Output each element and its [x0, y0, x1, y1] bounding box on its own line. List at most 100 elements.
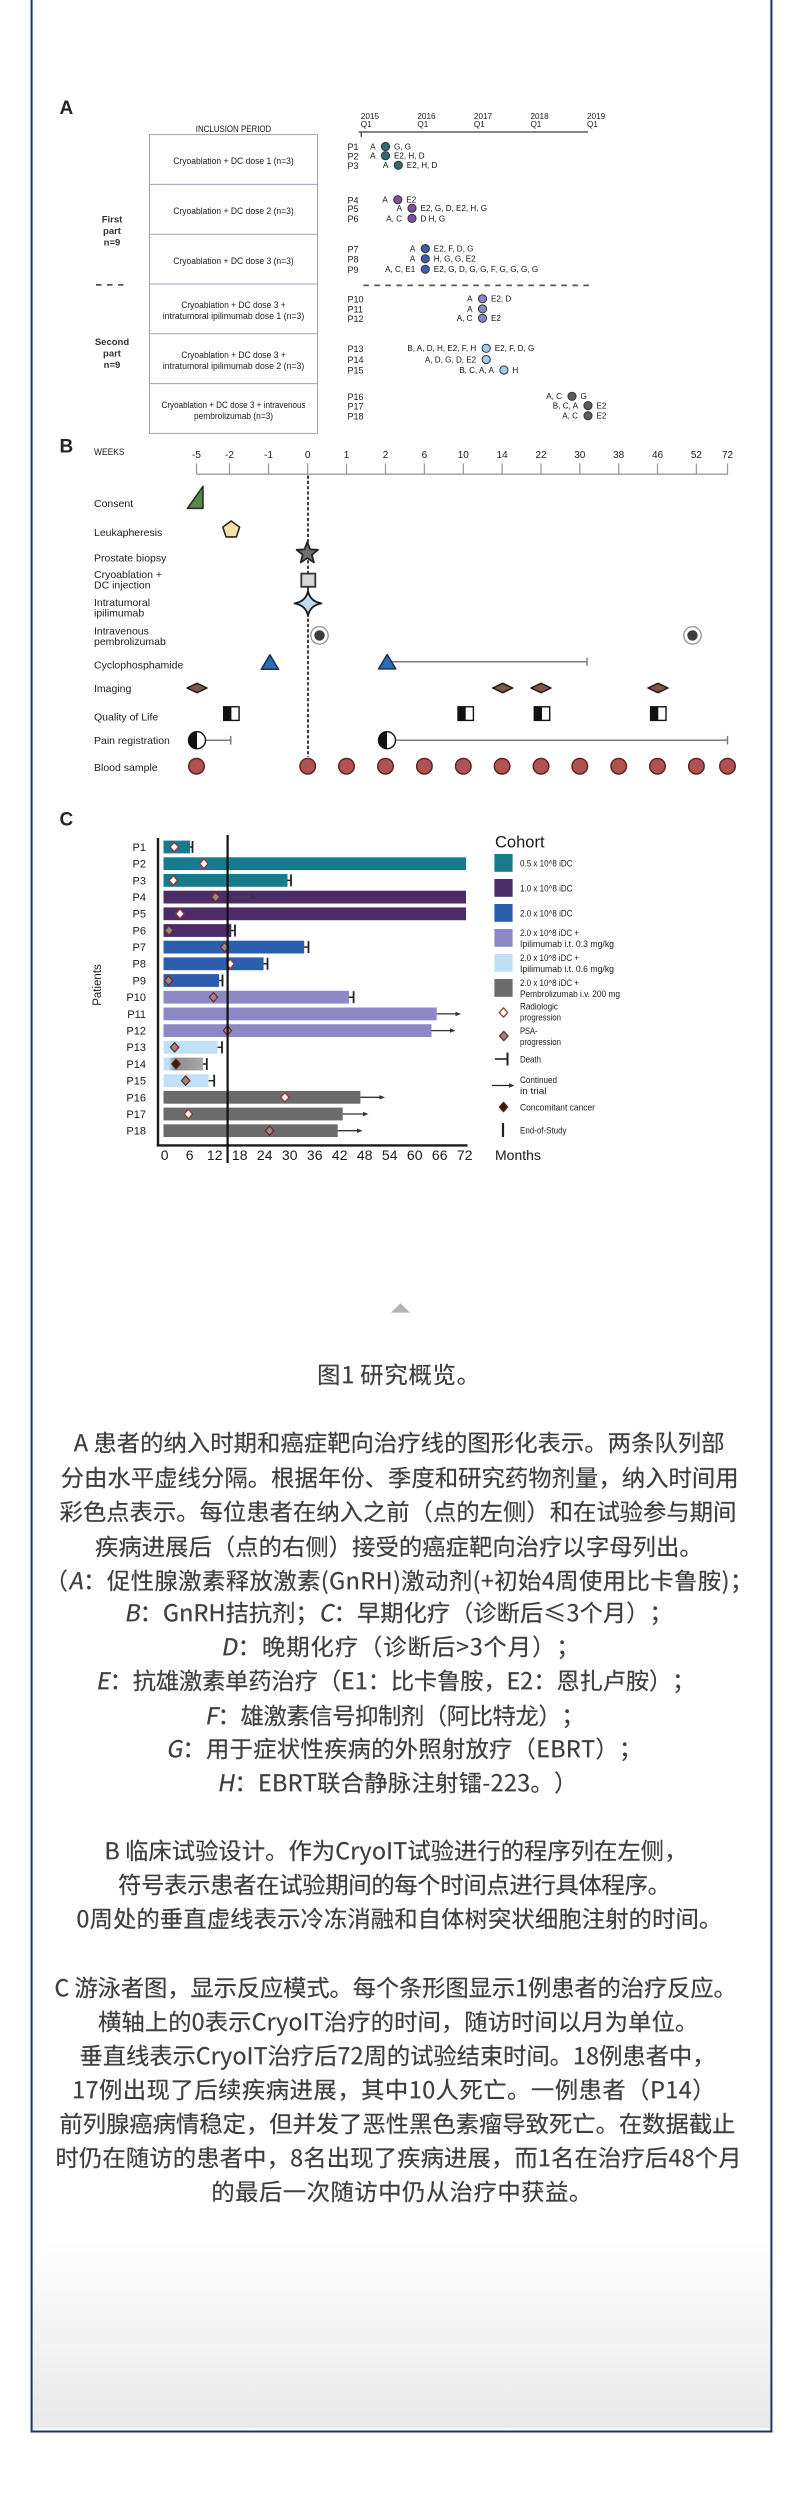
svg-text:46: 46: [652, 450, 664, 461]
svg-text:Pembrolizumab i.v. 200 mg: Pembrolizumab i.v. 200 mg: [520, 989, 620, 999]
svg-text:P6: P6: [133, 925, 146, 937]
svg-text:Q1: Q1: [474, 120, 485, 129]
svg-text:P13: P13: [348, 344, 364, 354]
svg-text:P9: P9: [348, 265, 359, 275]
svg-text:P7: P7: [133, 942, 146, 954]
svg-text:intratumoral ipilimumab dose 1: intratumoral ipilimumab dose 1 (n=3): [163, 311, 305, 321]
svg-text:E2, G, D, G, G, F, G, G, G, G: E2, G, D, G, G, F, G, G, G, G: [434, 265, 538, 274]
svg-text:H: H: [512, 366, 518, 375]
svg-text:n=9: n=9: [104, 237, 121, 248]
svg-text:P15: P15: [126, 1076, 146, 1088]
svg-text:A: A: [410, 255, 416, 264]
svg-text:0.5 x 10^8 iDC: 0.5 x 10^8 iDC: [520, 858, 573, 868]
svg-text:P12: P12: [348, 314, 364, 324]
svg-text:48: 48: [357, 1147, 373, 1163]
svg-text:2015: 2015: [361, 112, 380, 121]
svg-text:Cyclophosphamide: Cyclophosphamide: [94, 660, 183, 672]
svg-text:progression: progression: [520, 1037, 561, 1047]
svg-text:18: 18: [232, 1147, 248, 1163]
svg-text:Q1: Q1: [417, 120, 428, 129]
svg-text:A: A: [467, 305, 473, 314]
svg-text:INCLUSION PERIOD: INCLUSION PERIOD: [196, 124, 272, 134]
svg-text:H, G, G, E2: H, G, G, E2: [434, 255, 476, 264]
svg-text:P18: P18: [348, 411, 364, 421]
svg-text:Pain registration: Pain registration: [94, 735, 170, 747]
svg-text:52: 52: [691, 450, 703, 461]
svg-text:B: B: [60, 437, 74, 458]
svg-text:-1: -1: [264, 450, 273, 461]
svg-text:P4: P4: [133, 892, 146, 904]
svg-text:P18: P18: [126, 1126, 146, 1138]
svg-text:E2: E2: [406, 196, 416, 205]
svg-text:Intravenous: Intravenous: [94, 625, 149, 637]
svg-text:P1: P1: [348, 142, 359, 152]
svg-text:0: 0: [161, 1147, 169, 1163]
svg-text:E2, F, D, G: E2, F, D, G: [495, 344, 535, 353]
svg-text:B, C, A, A: B, C, A, A: [459, 366, 494, 375]
svg-text:P15: P15: [348, 366, 364, 376]
svg-text:Intratumoral: Intratumoral: [94, 597, 150, 609]
svg-text:P17: P17: [126, 1109, 146, 1121]
svg-text:Patients: Patients: [92, 964, 104, 1006]
svg-text:P6: P6: [348, 214, 359, 224]
svg-text:P1: P1: [133, 842, 146, 854]
svg-text:Cryoablation + DC dose 3 (n=3): Cryoablation + DC dose 3 (n=3): [173, 256, 294, 266]
svg-text:P8: P8: [133, 959, 146, 971]
svg-text:WEEKS: WEEKS: [94, 447, 125, 457]
svg-text:G, G: G, G: [394, 142, 411, 151]
svg-text:B, A, D, H, E2, F, H: B, A, D, H, E2, F, H: [407, 344, 476, 353]
svg-text:36: 36: [307, 1147, 323, 1163]
svg-text:6: 6: [186, 1147, 194, 1163]
svg-text:P14: P14: [348, 355, 364, 365]
svg-text:P12: P12: [126, 1025, 146, 1037]
svg-text:10: 10: [458, 450, 470, 461]
svg-text:C: C: [60, 810, 74, 831]
svg-text:E2, D: E2, D: [491, 295, 511, 304]
svg-text:42: 42: [332, 1147, 348, 1163]
svg-text:30: 30: [574, 450, 586, 461]
svg-text:pembrolizumab: pembrolizumab: [94, 636, 166, 648]
svg-text:P5: P5: [133, 909, 146, 921]
svg-text:A, C: A, C: [546, 392, 562, 401]
svg-text:progression: progression: [520, 1012, 561, 1022]
svg-text:DC injection: DC injection: [94, 579, 151, 591]
svg-text:End-of-Study: End-of-Study: [520, 1126, 567, 1136]
svg-text:66: 66: [432, 1147, 448, 1163]
svg-text:P5: P5: [348, 204, 359, 214]
svg-text:P13: P13: [126, 1042, 146, 1054]
svg-text:Consent: Consent: [94, 498, 133, 510]
svg-text:A, C: A, C: [386, 214, 402, 223]
svg-text:Cryoablation + DC dose 3 +: Cryoablation + DC dose 3 +: [181, 350, 286, 360]
svg-text:1.0 x 10^8 iDC: 1.0 x 10^8 iDC: [520, 883, 573, 893]
svg-text:2.0 x 10^8 iDC +: 2.0 x 10^8 iDC +: [520, 953, 579, 963]
svg-text:A: A: [60, 98, 74, 119]
svg-text:60: 60: [407, 1147, 423, 1163]
svg-text:2.0 x 10^8 iDC +: 2.0 x 10^8 iDC +: [520, 928, 579, 938]
svg-text:in trial: in trial: [520, 1086, 547, 1096]
svg-text:P4: P4: [348, 195, 359, 205]
svg-text:Second: Second: [95, 337, 130, 348]
svg-text:P9: P9: [133, 975, 146, 987]
svg-text:A: A: [410, 245, 416, 254]
svg-text:P7: P7: [348, 244, 359, 254]
svg-text:Concomitant cancer: Concomitant cancer: [520, 1103, 595, 1113]
svg-text:E2, H, D: E2, H, D: [407, 161, 438, 170]
svg-text:n=9: n=9: [104, 360, 121, 371]
svg-text:PSA-: PSA-: [520, 1026, 538, 1036]
svg-text:A: A: [370, 152, 376, 161]
svg-text:E2: E2: [491, 314, 501, 323]
svg-text:Radiologic: Radiologic: [520, 1002, 558, 1012]
svg-text:54: 54: [382, 1147, 398, 1163]
svg-text:Prostate biopsy: Prostate biopsy: [94, 553, 167, 565]
svg-text:part: part: [103, 349, 122, 360]
svg-text:Ipilimumab i.t. 0.3 mg/kg: Ipilimumab i.t. 0.3 mg/kg: [520, 939, 614, 949]
svg-text:2: 2: [383, 450, 389, 461]
svg-text:E2: E2: [597, 412, 607, 421]
svg-text:Cryoablation +: Cryoablation +: [94, 569, 162, 581]
svg-text:A: A: [383, 161, 389, 170]
svg-text:Cryoablation + DC dose 3 +: Cryoablation + DC dose 3 +: [181, 300, 286, 310]
svg-text:1: 1: [344, 450, 350, 461]
svg-text:Quality of Life: Quality of Life: [94, 712, 158, 724]
svg-text:P16: P16: [126, 1092, 146, 1104]
svg-text:A, C: A, C: [457, 314, 473, 323]
